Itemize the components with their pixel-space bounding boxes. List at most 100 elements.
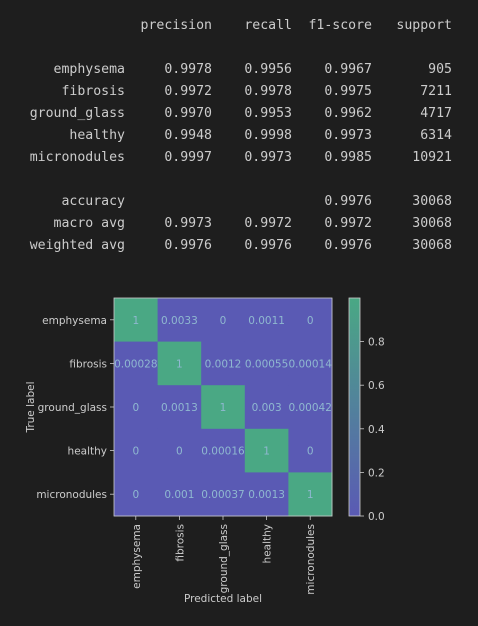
matrix-cell — [157, 472, 202, 517]
matrix-value-label: 1 — [220, 402, 227, 414]
report-f1-cell: 0.9973 — [324, 128, 372, 143]
report-summary-f1-cell: 0.9976 — [324, 194, 372, 209]
report-recall-cell: 0.9973 — [244, 150, 292, 165]
matrix-value-label: 0 — [307, 446, 314, 458]
report-header-f1: f1-score — [308, 18, 372, 33]
colorbar-tick-label: 0.0 — [368, 511, 385, 523]
colorbar-tick-label: 0.8 — [368, 337, 385, 349]
report-support-cell: 4717 — [420, 106, 452, 121]
matrix-cell — [244, 298, 289, 343]
report-precision-cell: 0.9972 — [164, 84, 212, 99]
report-summary-f1-cell: 0.9972 — [324, 216, 372, 231]
report-f1-cell: 0.9985 — [324, 150, 372, 165]
matrix-value-label: 0.001 — [164, 489, 194, 501]
matrix-cell — [288, 385, 333, 430]
matrix-value-label: 1 — [132, 315, 139, 327]
matrix-value-label: 0.0012 — [205, 358, 242, 370]
matrix-value-label: 0.00037 — [201, 489, 244, 501]
y-tick-label: emphysema — [42, 315, 107, 327]
report-recall-cell: 0.9998 — [244, 128, 292, 143]
matrix-value-label: 0.0013 — [161, 402, 198, 414]
report-label-cell: healthy — [69, 128, 125, 143]
matrix-cell — [114, 472, 159, 517]
matrix-cell — [288, 341, 333, 386]
matrix-value-label: 0.00016 — [201, 446, 245, 458]
matrix-value-label: 1 — [263, 446, 270, 458]
report-label-cell: fibrosis — [61, 84, 125, 99]
matrix-cell — [201, 472, 246, 517]
matrix-cell — [157, 341, 202, 386]
x-tick-label: emphysema — [131, 524, 143, 589]
matrix-cell — [244, 428, 289, 473]
colorbar-tick-label: 0.6 — [368, 380, 385, 392]
report-recall-cell: 0.9953 — [244, 106, 292, 121]
report-precision-cell: 0.9978 — [164, 62, 212, 77]
x-tick-label: micronodules — [305, 524, 317, 595]
matrix-value-label: 1 — [176, 358, 183, 370]
y-axis-label: True label — [25, 381, 37, 433]
matrix-cell — [288, 298, 333, 343]
report-f1-cell: 0.9962 — [324, 106, 372, 121]
report-precision-cell: 0.9948 — [164, 128, 212, 143]
y-tick-label: healthy — [68, 446, 107, 458]
report-label-cell: emphysema — [53, 62, 125, 77]
matrix-value-label: 0 — [307, 315, 314, 327]
report-support-cell: 905 — [428, 62, 452, 77]
report-summary-precision-cell: 0.9973 — [164, 216, 212, 231]
report-f1-cell: 0.9967 — [324, 62, 372, 77]
matrix-value-label: 0.003 — [252, 402, 282, 414]
x-tick-label: ground_glass — [218, 524, 230, 593]
y-tick-label: micronodules — [36, 489, 107, 501]
x-tick-label: fibrosis — [174, 524, 186, 562]
matrix-value-label: 0.00042 — [288, 402, 331, 414]
x-axis-label: Predicted label — [184, 593, 262, 605]
matrix-cell — [288, 472, 333, 517]
matrix-cell — [288, 428, 333, 473]
matrix-cell — [244, 472, 289, 517]
report-summary-label-cell: accuracy — [61, 194, 125, 209]
report-label-cell: ground_glass — [29, 106, 125, 121]
report-recall-cell: 0.9978 — [244, 84, 292, 99]
report-summary-recall-cell: 0.9972 — [244, 216, 292, 231]
matrix-value-label: 0 — [132, 489, 139, 501]
report-header-precision: precision — [140, 18, 212, 33]
y-tick-label: ground_glass — [38, 402, 107, 414]
matrix-cell — [114, 385, 159, 430]
matrix-cell — [157, 298, 202, 343]
report-precision-cell: 0.9970 — [164, 106, 212, 121]
matrix-cell — [201, 298, 246, 343]
report-header-support: support — [396, 18, 452, 33]
matrix-value-label: 0 — [176, 446, 183, 458]
report-header-recall: recall — [244, 18, 292, 33]
matrix-cell — [157, 385, 202, 430]
report-summary-label-cell: macro avg — [53, 216, 125, 231]
report-summary-support-cell: 30068 — [412, 216, 452, 231]
report-support-cell: 6314 — [420, 128, 452, 143]
matrix-cell — [114, 298, 159, 343]
colorbar-tick-label: 0.4 — [368, 424, 385, 436]
confusion-matrix-chart: 1 0.0033 0 0.0011 00.00028 1 0.0012 0.00055 0.00… — [25, 297, 385, 605]
report-precision-cell: 0.9997 — [164, 150, 212, 165]
report-summary-label-cell: weighted avg — [29, 238, 125, 253]
report-summary-support-cell: 30068 — [412, 194, 452, 209]
matrix-value-label: 0.00014 — [288, 358, 332, 370]
matrix-value-label: 0.0013 — [248, 489, 285, 501]
matrix-cell — [201, 428, 246, 473]
report-label-cell: micronodules — [29, 150, 125, 165]
confusion-matrix-figure: 1 0.0033 0 0.0011 0 0.00028 1 0.0012 0.00055 0.00… — [0, 280, 478, 622]
matrix-cell — [244, 385, 289, 430]
matrix-value-label: 0.00055 — [245, 358, 288, 370]
matrix-value-label: 1 — [307, 489, 314, 501]
matrix-value-label: 0.00028 — [114, 358, 157, 370]
matrix-value-label: 0 — [132, 402, 139, 414]
matrix-value-label: 0 — [132, 446, 139, 458]
y-tick-label: fibrosis — [69, 358, 107, 370]
x-tick-label: healthy — [262, 524, 274, 563]
report-summary-support-cell: 30068 — [412, 238, 452, 253]
matrix-cell — [201, 385, 246, 430]
matrix-cell — [114, 428, 159, 473]
matrix-value-label: 0 — [220, 315, 227, 327]
matrix-cell — [114, 341, 159, 386]
colorbar-tick-label: 0.2 — [368, 467, 385, 479]
matrix-value-label: 0.0033 — [161, 315, 198, 327]
